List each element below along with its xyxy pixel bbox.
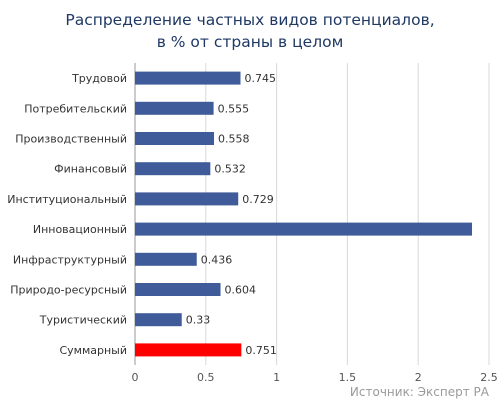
value-label: 0.604 bbox=[225, 284, 257, 297]
bars-group bbox=[135, 71, 473, 357]
category-label: Производственный bbox=[15, 133, 127, 146]
x-tick-label: 0 bbox=[132, 371, 139, 384]
category-label: Финансовый bbox=[54, 163, 127, 176]
bar bbox=[135, 343, 242, 357]
chart-title-line-1: Распределение частных видов потенциалов, bbox=[65, 11, 434, 29]
bar bbox=[135, 71, 241, 85]
value-label: 0.532 bbox=[214, 163, 246, 176]
category-label: Потребительский bbox=[24, 102, 127, 115]
category-label: Природо-ресурсный bbox=[10, 284, 127, 297]
x-axis-ticks: 0 0.5 1 1.5 2 2.5 bbox=[132, 371, 498, 384]
value-label: 0.729 bbox=[242, 193, 273, 206]
category-label: Инфраструктурный bbox=[13, 253, 127, 266]
bar bbox=[135, 313, 182, 327]
x-tick-label: 1.5 bbox=[339, 371, 357, 384]
source-note: Источник: Эксперт РА bbox=[350, 385, 490, 399]
category-labels: Трудовой Потребительский Производственный Ф… bbox=[7, 72, 127, 357]
bar bbox=[135, 222, 473, 236]
bar bbox=[135, 132, 215, 145]
category-label: Трудовой bbox=[71, 72, 127, 85]
chart-title-line-2: в % от страны в целом bbox=[157, 33, 344, 51]
bar bbox=[135, 283, 221, 296]
value-label: 0.558 bbox=[218, 133, 250, 146]
x-tick-label: 0.5 bbox=[197, 371, 215, 384]
value-label: 0.555 bbox=[218, 102, 250, 115]
value-label: 0.751 bbox=[245, 344, 277, 357]
bar bbox=[135, 162, 211, 176]
category-label: Институциональный bbox=[7, 193, 127, 206]
value-label: 0.745 bbox=[244, 72, 276, 85]
value-label: 0.436 bbox=[201, 253, 233, 266]
bar bbox=[135, 252, 197, 266]
x-tick-label: 2 bbox=[415, 371, 422, 384]
category-label: Суммарный bbox=[59, 344, 127, 357]
category-label: Туристический bbox=[39, 314, 127, 327]
x-tick-label: 2.5 bbox=[480, 371, 498, 384]
bar bbox=[135, 192, 239, 206]
value-labels: 0.745 0.555 0.558 0.532 0.729 0.436 0.604 0.33 0… bbox=[186, 72, 277, 357]
bar bbox=[135, 101, 214, 115]
category-label: Инновационный bbox=[33, 223, 127, 236]
x-tick-label: 1 bbox=[273, 371, 280, 384]
value-label: 0.33 bbox=[186, 314, 211, 327]
